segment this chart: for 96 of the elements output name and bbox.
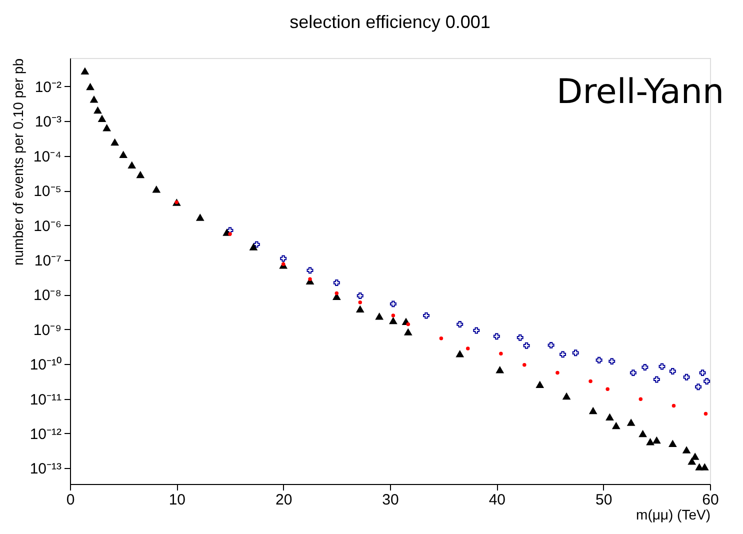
- point: [608, 358, 616, 365]
- x-tick-label: 60: [702, 492, 719, 508]
- point: [652, 436, 661, 444]
- point: [606, 387, 610, 391]
- point: [466, 346, 470, 350]
- point: [669, 368, 676, 375]
- point: [226, 227, 234, 234]
- point: [110, 138, 119, 146]
- point: [439, 336, 444, 340]
- point: [356, 305, 364, 312]
- point: [700, 463, 709, 470]
- point: [588, 379, 592, 384]
- y-tick-label: 10⁻⁶: [34, 218, 62, 235]
- point: [228, 232, 232, 236]
- point: [653, 376, 660, 383]
- point: [334, 291, 339, 296]
- point: [102, 124, 111, 132]
- y-tick-label: 10⁻³: [34, 114, 62, 131]
- point: [699, 370, 706, 376]
- point: [249, 243, 258, 250]
- point: [423, 312, 430, 319]
- point: [80, 67, 90, 75]
- point: [280, 255, 287, 262]
- point: [704, 412, 708, 416]
- x-tick-label: 50: [595, 492, 612, 508]
- point: [560, 351, 566, 358]
- x-tick-label: 0: [66, 492, 75, 508]
- point: [456, 321, 464, 328]
- x-axis-title: m(μμ) (TeV): [636, 506, 710, 522]
- point: [86, 82, 94, 90]
- point: [596, 356, 602, 364]
- point: [152, 185, 161, 193]
- point: [562, 392, 571, 400]
- point: [128, 161, 136, 168]
- point: [136, 170, 145, 178]
- point: [638, 397, 643, 401]
- point: [642, 364, 648, 370]
- point: [658, 363, 666, 370]
- point: [683, 374, 690, 380]
- point: [638, 430, 647, 438]
- point: [588, 406, 598, 414]
- point: [499, 352, 503, 356]
- point: [682, 446, 691, 454]
- point: [391, 314, 396, 318]
- point: [646, 438, 654, 446]
- point: [406, 322, 410, 326]
- point: [695, 384, 702, 390]
- point: [556, 370, 560, 375]
- point: [493, 333, 500, 340]
- y-tick-label: 10⁻¹¹: [30, 391, 62, 408]
- annotation: Drell-Yann: [556, 72, 724, 112]
- point: [473, 327, 480, 334]
- y-tick-label: 10⁻¹⁰: [30, 356, 62, 374]
- y-tick-label: 10⁻⁸: [33, 287, 62, 304]
- x-tick-label: 20: [275, 492, 292, 508]
- point: [626, 418, 636, 426]
- point: [456, 350, 464, 358]
- point: [606, 413, 614, 421]
- point: [522, 362, 526, 367]
- y-tick-label: 10⁻²: [34, 78, 62, 96]
- y-tick-label: 10⁻⁴: [33, 148, 62, 166]
- point: [704, 378, 710, 384]
- point: [668, 440, 677, 447]
- y-tick-label: 10⁻¹²: [30, 426, 62, 443]
- point: [358, 300, 362, 304]
- point: [196, 214, 204, 221]
- point: [630, 370, 636, 376]
- point: [389, 316, 398, 324]
- y-tick-label: 10⁻⁵: [34, 183, 62, 200]
- y-tick-label: 10⁻¹³: [30, 460, 62, 478]
- y-axis-title: number of events per 0.10 per pb: [10, 58, 26, 266]
- y-tick-label: 10⁻⁷: [34, 252, 62, 270]
- point: [253, 241, 260, 248]
- point: [612, 422, 620, 430]
- chart-title: selection efficiency 0.001: [290, 12, 490, 32]
- x-tick-label: 40: [488, 492, 506, 508]
- y-tick-label: 10⁻⁹: [33, 322, 62, 339]
- point: [516, 334, 524, 341]
- point: [548, 342, 554, 348]
- point: [523, 342, 530, 349]
- point: [536, 380, 544, 388]
- point: [98, 114, 106, 122]
- point: [375, 312, 384, 320]
- point: [306, 267, 314, 274]
- point: [333, 280, 340, 286]
- point: [496, 366, 504, 374]
- x-tick-label: 30: [382, 492, 399, 508]
- point: [90, 96, 98, 103]
- point: [94, 106, 102, 114]
- point: [572, 350, 579, 356]
- point: [390, 300, 396, 308]
- point: [404, 328, 412, 336]
- point: [119, 150, 128, 158]
- point: [672, 404, 676, 408]
- point: [356, 292, 364, 299]
- x-tick-label: 10: [168, 492, 186, 508]
